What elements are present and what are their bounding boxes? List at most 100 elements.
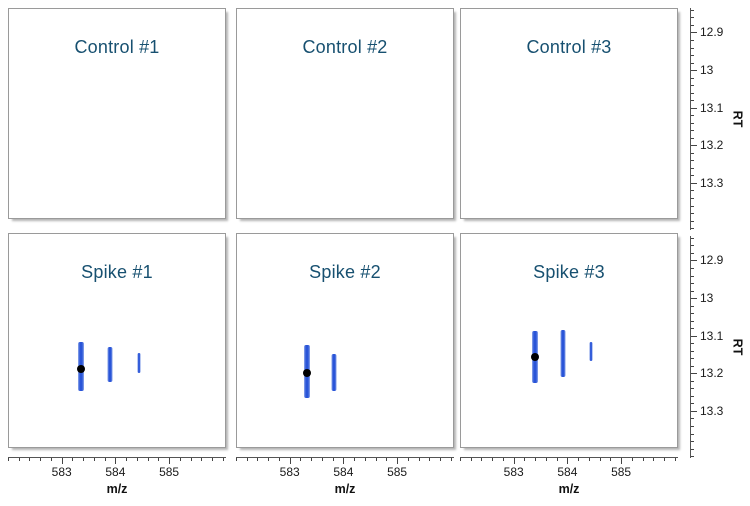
rt-tick-label: 13.1 <box>700 328 724 343</box>
mz-minor-tick <box>311 458 313 461</box>
mz-minor-tick <box>126 458 128 461</box>
plot-area-spike-1 <box>9 234 225 447</box>
rt-major-tick <box>691 107 697 109</box>
mz-minor-tick <box>354 458 356 461</box>
panel-title: Spike #2 <box>309 262 381 282</box>
rt-tick-label: 13.3 <box>700 403 724 418</box>
mz-tick-label: 583 <box>51 465 72 479</box>
rt-minor-tick <box>691 365 694 367</box>
mz-minor-tick <box>460 458 461 461</box>
rt-minor-tick <box>691 228 694 230</box>
panel-spike-1[interactable]: Spike #1 <box>8 233 226 448</box>
mz-tick-label: 583 <box>503 465 524 479</box>
rt-minor-tick <box>691 175 694 177</box>
mz-minor-tick <box>674 458 676 461</box>
panel-title: Control #3 <box>526 37 612 57</box>
plot-area-control-1 <box>9 9 225 218</box>
panel-title: Control #1 <box>74 37 160 57</box>
rt-minor-tick <box>691 167 694 169</box>
panel-spike-3[interactable]: Spike #3 <box>460 233 678 448</box>
mz-major-tick <box>397 458 399 464</box>
mz-minor-tick <box>578 458 580 461</box>
rt-minor-tick <box>691 456 694 458</box>
mz-minor-tick <box>610 458 612 461</box>
rt-major-tick <box>691 335 697 337</box>
mz-minor-tick <box>429 458 431 461</box>
panel-spike-2[interactable]: Spike #2 <box>236 233 454 448</box>
rt-axis-label: RT <box>730 338 745 356</box>
peak-apex-dot <box>302 369 311 378</box>
mz-minor-tick <box>386 458 388 461</box>
mz-minor-tick <box>201 458 203 461</box>
rt-tick-label: 13.2 <box>700 138 724 153</box>
rt-major-tick <box>691 410 697 412</box>
rt-minor-tick <box>691 305 694 307</box>
rt-minor-tick <box>691 380 694 382</box>
mz-major-tick <box>115 458 117 464</box>
panel-title: Spike #1 <box>81 262 153 282</box>
plot-area-spike-3 <box>461 234 677 447</box>
mz-minor-tick <box>257 458 259 461</box>
peak-rt-range-mark <box>589 341 593 362</box>
rt-minor-tick <box>691 24 694 26</box>
plot-area-control-3 <box>461 9 677 218</box>
mz-minor-tick <box>222 458 224 461</box>
rt-minor-tick <box>691 237 694 239</box>
rt-minor-tick <box>691 39 694 41</box>
rt-minor-tick <box>691 433 694 435</box>
peak-rt-range-mark <box>560 329 566 377</box>
mz-minor-tick <box>642 458 644 461</box>
mz-minor-tick <box>545 458 547 461</box>
mz-minor-tick <box>278 458 280 461</box>
mz-axis-col-2: m/z 583 584 585 <box>236 457 454 505</box>
rt-minor-tick <box>691 213 694 215</box>
mz-minor-tick <box>268 458 270 461</box>
rt-axis-bottom-row: RT 12.9 13 13.1 13.2 13.3 <box>690 236 749 458</box>
mz-minor-tick <box>470 458 472 461</box>
mz-minor-tick <box>236 458 237 461</box>
mz-minor-tick <box>588 458 590 461</box>
mz-minor-tick <box>492 458 494 461</box>
mz-minor-tick <box>18 458 20 461</box>
panel-control-3[interactable]: Control #3 <box>460 8 678 219</box>
mz-minor-tick <box>72 458 74 461</box>
mz-tick-label: 585 <box>159 465 180 479</box>
rt-axis-label: RT <box>730 110 745 128</box>
mz-axis-label: m/z <box>558 482 580 496</box>
mz-axis-label: m/z <box>106 482 128 496</box>
mz-minor-tick <box>83 458 85 461</box>
mz-major-tick <box>513 458 515 464</box>
rt-major-tick <box>691 145 697 147</box>
rt-tick-label: 13 <box>700 291 714 306</box>
rt-minor-tick <box>691 343 694 345</box>
mz-axis-col-1: m/z 583 584 585 <box>8 457 226 505</box>
peak-rt-range-mark <box>137 352 141 374</box>
mz-axis-label: m/z <box>334 482 356 496</box>
mz-minor-tick <box>524 458 526 461</box>
mz-minor-tick <box>664 458 666 461</box>
mz-minor-tick <box>502 458 504 461</box>
panel-control-1[interactable]: Control #1 <box>8 8 226 219</box>
mz-minor-tick <box>8 458 9 461</box>
mz-minor-tick <box>136 458 138 461</box>
mz-minor-tick <box>190 458 192 461</box>
panel-control-2[interactable]: Control #2 <box>236 8 454 219</box>
rt-minor-tick <box>691 418 694 420</box>
rt-minor-tick <box>691 220 694 222</box>
rt-minor-tick <box>691 441 694 443</box>
rt-minor-tick <box>691 152 694 154</box>
mz-tick-label: 584 <box>333 465 354 479</box>
rt-minor-tick <box>691 100 694 102</box>
mz-minor-tick <box>212 458 214 461</box>
rt-major-tick <box>691 32 697 34</box>
rt-minor-tick <box>691 290 694 292</box>
mz-minor-tick <box>300 458 302 461</box>
rt-minor-tick <box>691 77 694 79</box>
rt-minor-tick <box>691 358 694 360</box>
rt-major-tick <box>691 70 697 72</box>
rt-minor-tick <box>691 205 694 207</box>
rt-minor-tick <box>691 395 694 397</box>
rt-minor-tick <box>691 92 694 94</box>
rt-minor-tick <box>691 388 694 390</box>
rt-minor-tick <box>691 62 694 64</box>
